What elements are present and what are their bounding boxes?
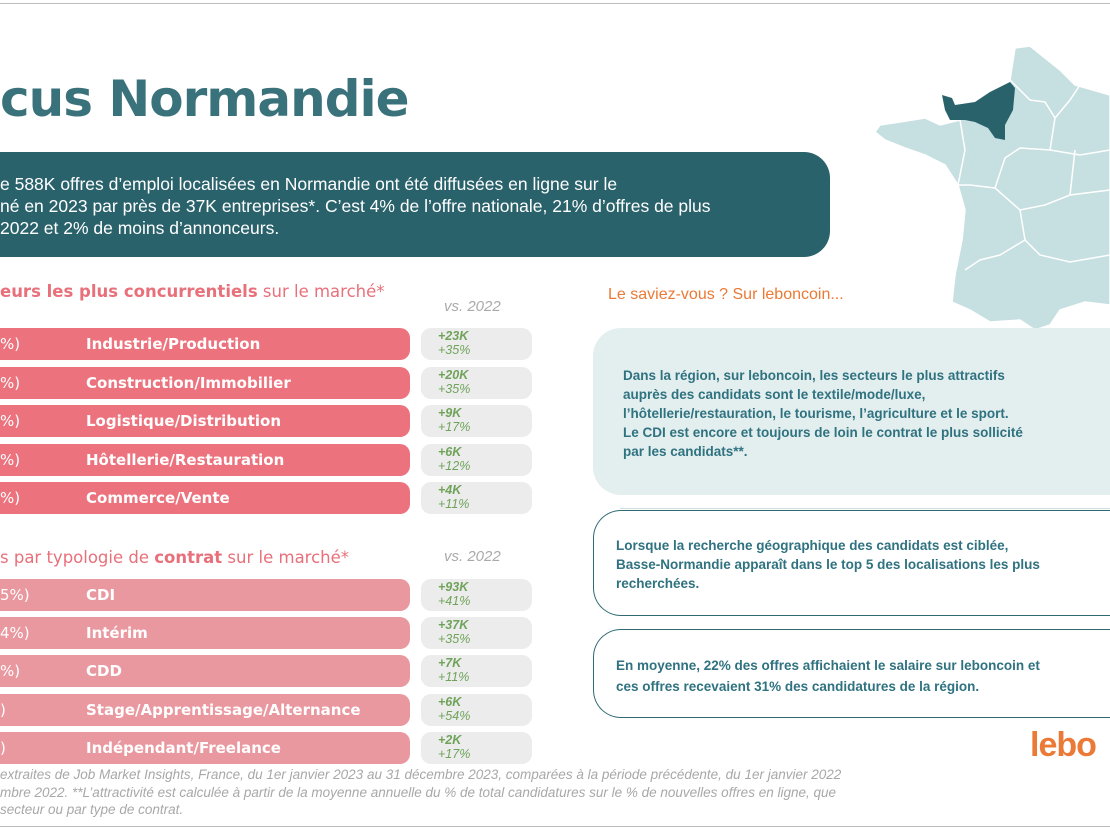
category-label: CDI <box>86 586 116 604</box>
contracts-change-pill: +6K +54% <box>421 693 532 726</box>
intro-box: e 588K offres d’emploi localisées en Nor… <box>0 152 830 257</box>
share-percent: %) <box>0 450 21 469</box>
contracts-bar: 5%) CDI <box>0 579 410 611</box>
change-percent: +35% <box>438 381 471 396</box>
intro-line: e 588K offres d’emploi localisées en Nor… <box>0 174 618 194</box>
insight-box-attractive-sectors: Dans la région, sur leboncoin, les secte… <box>593 328 1110 495</box>
change-percent: +11% <box>438 670 470 685</box>
insight-box-salary: En moyenne, 22% des offres affichaient l… <box>593 629 1110 718</box>
sectors-change-pill: +9K +17% <box>421 405 532 437</box>
insight-line: Le CDI est encore et toujours de loin le… <box>623 425 1023 440</box>
intro-line: né en 2023 par près de 37K entreprises*.… <box>0 196 711 216</box>
insight-box-geographic-search: Lorsque la recherche géographique des ca… <box>593 510 1110 616</box>
change-percent: +17% <box>438 746 471 761</box>
sectors-change-pill: +6K +12% <box>421 443 532 476</box>
footnote-line: mbre 2022. **L’attractivité est calculée… <box>0 785 837 800</box>
sectors-heading: eurs les plus concurrentiels sur le marc… <box>0 282 385 301</box>
contracts-heading: s par typologie de contrat sur le marché… <box>0 548 350 567</box>
change-percent: +11% <box>438 497 470 511</box>
share-percent: %) <box>0 412 21 430</box>
insight-line: recherchées. <box>616 576 700 591</box>
sectors-bar: %) Logistique/Distribution <box>0 405 410 437</box>
share-percent: ) <box>0 738 6 757</box>
change-absolute: +23K <box>438 329 469 343</box>
footnote-line: secteur ou par type de contrat. <box>0 802 184 817</box>
sectors-change-pill: +20K +35% <box>421 366 532 399</box>
category-label: Commerce/Vente <box>86 489 230 507</box>
change-absolute: +6K <box>438 444 462 459</box>
insight-line: Lorsque la recherche géographique des ca… <box>616 538 1009 553</box>
bottom-border <box>0 826 1110 827</box>
change-absolute: +4K <box>438 483 462 497</box>
contracts-change-pill: +2K +17% <box>421 731 532 764</box>
divider <box>620 508 1110 509</box>
insight-line: Dans la région, sur leboncoin, les secte… <box>623 368 1005 383</box>
contracts-bar: 4%) Intérim <box>0 617 410 650</box>
contracts-vs-label: vs. 2022 <box>444 548 501 565</box>
france-map <box>873 45 1110 331</box>
category-label: Logistique/Distribution <box>86 412 281 430</box>
sectors-bar: %) Hôtellerie/Restauration <box>0 443 410 476</box>
sectors-bar: %) Construction/Immobilier <box>0 366 410 399</box>
change-absolute: +2K <box>438 732 462 747</box>
category-label: Stage/Apprentissage/Alternance <box>86 700 361 719</box>
share-percent: %) <box>0 373 21 392</box>
footnote-line: extraites de Job Market Insights, France… <box>0 767 842 782</box>
leboncoin-logo: lebo <box>1030 726 1097 764</box>
category-label: Construction/Immobilier <box>86 373 291 392</box>
map-region-normandie <box>942 82 1015 140</box>
sectors-bar: %) Commerce/Vente <box>0 482 410 514</box>
change-absolute: +20K <box>438 367 469 382</box>
share-percent: ) <box>0 700 6 719</box>
page-title: cus Normandie <box>0 70 410 128</box>
top-border <box>0 3 1110 4</box>
sectors-change-pill: +4K +11% <box>421 482 532 514</box>
change-percent: +35% <box>438 632 471 647</box>
share-percent: %) <box>0 662 21 681</box>
did-you-know-heading: Le saviez-vous ? Sur leboncoin... <box>608 286 844 303</box>
insight-line: ces offres recevaient 31% des candidatur… <box>616 679 980 694</box>
contracts-change-pill: +37K +35% <box>421 617 532 650</box>
map-region-north <box>1009 79 1056 119</box>
change-percent: +35% <box>438 343 471 357</box>
sectors-vs-label: vs. 2022 <box>444 298 501 315</box>
change-absolute: +93K <box>438 580 469 594</box>
change-absolute: +9K <box>438 406 462 420</box>
contracts-bar: %) CDD <box>0 655 410 688</box>
contracts-change-pill: +93K +41% <box>421 579 532 611</box>
change-percent: +54% <box>438 708 471 723</box>
intro-line: 2022 et 2% de moins d’annonceurs. <box>0 218 280 238</box>
share-percent: %) <box>0 335 21 353</box>
share-percent: %) <box>0 489 21 507</box>
contracts-bar: ) Stage/Apprentissage/Alternance <box>0 693 410 726</box>
change-absolute: +6K <box>438 694 462 709</box>
change-absolute: +7K <box>438 656 462 671</box>
change-percent: +17% <box>438 420 471 434</box>
category-label: Hôtellerie/Restauration <box>86 450 285 469</box>
category-label: Indépendant/Freelance <box>86 738 281 757</box>
insight-line: auprès des candidats sont le textile/mod… <box>623 387 926 402</box>
change-absolute: +37K <box>438 618 469 633</box>
contracts-change-pill: +7K +11% <box>421 655 532 688</box>
sectors-bar: %) Industrie/Production <box>0 328 410 360</box>
contracts-bar: ) Indépendant/Freelance <box>0 731 410 764</box>
change-percent: +41% <box>438 594 471 608</box>
insight-line: l’hôtellerie/restauration, le tourisme, … <box>623 406 1009 421</box>
category-label: Intérim <box>86 624 148 643</box>
category-label: Industrie/Production <box>86 335 261 353</box>
share-percent: 4%) <box>0 624 30 643</box>
map-region-lines <box>957 84 1110 271</box>
insight-line: par les candidats**. <box>623 444 748 459</box>
insight-line: Basse-Normandie apparaît dans le top 5 d… <box>616 557 1040 572</box>
change-percent: +12% <box>438 458 471 473</box>
category-label: CDD <box>86 662 122 681</box>
sectors-change-pill: +23K +35% <box>421 328 532 360</box>
share-percent: 5%) <box>0 586 30 604</box>
insight-line: En moyenne, 22% des offres affichaient l… <box>616 658 1040 673</box>
